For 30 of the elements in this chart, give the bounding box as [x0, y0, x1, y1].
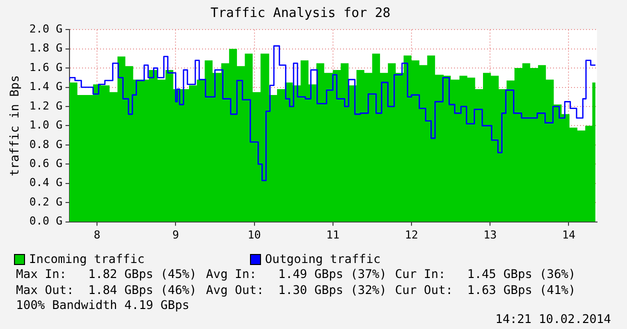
- y-tick-label: 1.2 G: [29, 99, 63, 112]
- y-tick-label: 2.0 G: [29, 22, 63, 36]
- text: Incoming traffic: [29, 252, 145, 266]
- text: Cur Out: 1.63 GBps (41%): [395, 283, 576, 298]
- text: Max Out: 1.84 GBps (46%): [16, 283, 197, 298]
- y-tick-label: 0.4 G: [29, 176, 63, 190]
- y-tick-label: 1.8 G: [29, 42, 63, 55]
- y-tick-label: 0.0 G: [29, 214, 63, 228]
- text: Avg In: 1.49 GBps (37%): [206, 267, 387, 282]
- y-tick-label: 0.6 G: [29, 157, 63, 170]
- text: Avg Out: 1.30 GBps (32%): [206, 283, 387, 298]
- x-tick-label: 8: [94, 228, 100, 242]
- y-axis-title: traffic in Bps: [7, 75, 22, 176]
- x-tick-label: 11: [326, 228, 340, 242]
- x-tick-label: 12: [404, 228, 418, 242]
- text: Max In: 1.82 GBps (45%): [16, 267, 197, 282]
- x-tick-label: 9: [172, 228, 179, 242]
- text: 14:21 10.02.2014: [495, 312, 611, 327]
- y-tick-label: 1.6 G: [29, 60, 63, 74]
- text: Cur In: 1.45 GBps (36%): [395, 267, 576, 282]
- legend-label: Outgoing traffic: [265, 252, 381, 266]
- y-tick-label: 0.2 G: [29, 195, 63, 208]
- x-tick-label: 14: [562, 228, 576, 242]
- y-tick-label: 0.8 G: [29, 138, 63, 151]
- y-tick-label: 1.4 G: [29, 80, 63, 94]
- x-tick-label: 10: [248, 228, 261, 242]
- chart-title: Traffic Analysis for 28: [210, 6, 391, 22]
- text: 100% Bandwidth 4.19 GBps: [16, 298, 190, 313]
- y-tick-label: 1.0 G: [29, 118, 63, 132]
- x-tick-label: 13: [483, 228, 497, 242]
